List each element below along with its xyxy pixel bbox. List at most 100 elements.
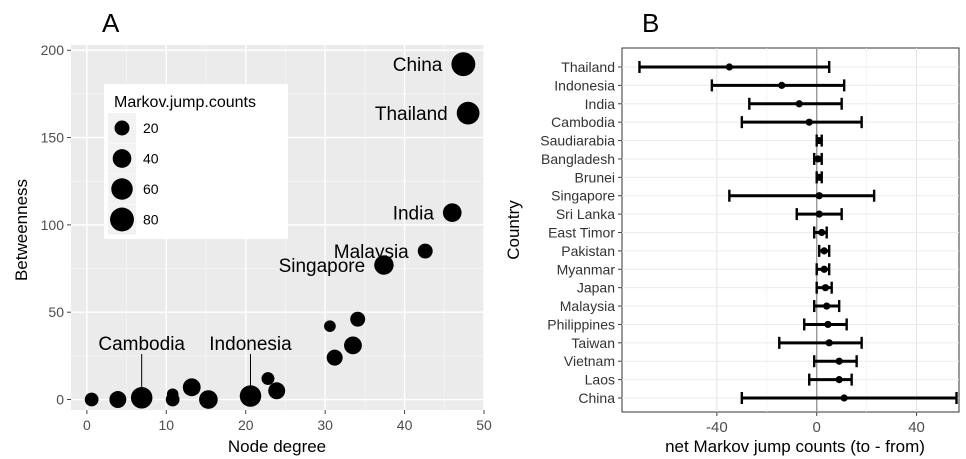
callout-label: Indonesia xyxy=(209,334,292,355)
panel-b-y-tick-label: Taiwan xyxy=(571,335,615,351)
scatter-point xyxy=(350,311,366,327)
panel-a-axes: 0 10 20 30 40 50 0 50 100 150 200 xyxy=(41,42,492,433)
panel-b-axes: -40 0 40 Thailand Indonesia India Cambodia Saud… xyxy=(540,59,925,436)
size-legend-key xyxy=(114,120,130,136)
panel-b-y-tick-label: Indonesia xyxy=(554,77,615,93)
panel-b-x-tick-label: 40 xyxy=(908,419,925,436)
size-legend-key xyxy=(110,207,134,232)
panel-a-y-tick-label: 50 xyxy=(48,304,64,320)
panel-b-errorbars: -40 0 40 Thailand Indonesia India Cambodia Saud… xyxy=(504,47,960,456)
size-legend-key xyxy=(111,178,133,200)
panel-b-y-tick-label: China xyxy=(578,390,615,406)
errorbar-estimate-point xyxy=(835,357,843,365)
size-legend-key xyxy=(112,149,132,168)
errorbar-estimate-point xyxy=(805,118,813,126)
scatter-point xyxy=(130,387,153,409)
panel-b-y-tick-label: Saudiarabia xyxy=(540,133,615,149)
scatter-point xyxy=(374,255,394,275)
size-legend-label: 60 xyxy=(143,181,159,197)
panel-a-y-tick-label: 200 xyxy=(41,42,65,58)
errorbar-estimate-point xyxy=(778,81,786,89)
scatter-point xyxy=(182,378,201,397)
errorbar-estimate-point xyxy=(725,63,733,71)
panel-a-x-tick-label: 50 xyxy=(476,417,492,433)
panel-b-label: B xyxy=(642,8,659,38)
panel-a-label: A xyxy=(102,8,120,38)
panel-a-x-tick-label: 10 xyxy=(159,417,175,433)
scatter-point xyxy=(239,385,262,407)
point-label: Singapore xyxy=(279,256,366,277)
panel-b-y-tick-label: East Timor xyxy=(548,225,615,241)
errorbar-estimate-point xyxy=(815,210,823,218)
size-legend-label: 40 xyxy=(143,151,159,167)
scatter-point xyxy=(84,392,99,407)
panel-b-y-tick-label: India xyxy=(585,96,616,112)
panel-a-y-tick-label: 150 xyxy=(41,130,65,146)
panel-a-callouts: Cambodia Indonesia xyxy=(98,334,292,388)
panel-a-y-tick-label: 0 xyxy=(56,392,64,408)
point-label: India xyxy=(393,204,435,225)
panel-b-bars xyxy=(638,61,958,404)
scatter-point xyxy=(109,391,127,408)
errorbar-estimate-point xyxy=(820,265,828,273)
panel-b-y-tick-label: Philippines xyxy=(547,316,615,332)
panel-b-x-tick-label: -40 xyxy=(706,419,728,436)
size-legend: Markov.jump.counts 20 40 60 80 xyxy=(104,84,288,239)
scatter-point xyxy=(451,52,476,77)
errorbar-estimate-point xyxy=(814,155,822,163)
point-label: China xyxy=(393,55,443,76)
errorbar-estimate-point xyxy=(815,192,823,200)
panel-b-y-tick-label: Pakistan xyxy=(561,243,615,259)
panel-b-y-tick-label: Laos xyxy=(585,372,615,388)
errorbar-estimate-point xyxy=(815,136,823,145)
scatter-point xyxy=(199,390,218,409)
panel-b-y-tick-label: Japan xyxy=(577,280,615,296)
panel-a-x-axis-title: Node degree xyxy=(228,437,326,456)
scatter-point xyxy=(442,203,462,222)
panel-a-x-tick-label: 30 xyxy=(317,417,333,433)
scatter-point xyxy=(268,382,286,400)
panel-b-y-tick-label: Bangladesh xyxy=(541,151,615,167)
callout-label: Cambodia xyxy=(98,334,185,355)
panel-b-y-tick-label: Vietnam xyxy=(564,353,615,369)
panel-b-y-axis-title: Country xyxy=(504,200,523,260)
point-label: Malaysia xyxy=(334,242,409,263)
panel-b-x-tick-label: 0 xyxy=(813,419,821,436)
errorbar-estimate-point xyxy=(820,247,828,255)
errorbar-estimate-point xyxy=(835,376,843,384)
errorbar-estimate-point xyxy=(815,173,823,181)
scatter-point xyxy=(165,392,180,407)
errorbar-estimate-point xyxy=(818,228,826,237)
panel-b-y-tick-label: Singapore xyxy=(551,188,615,204)
errorbar-estimate-point xyxy=(823,302,831,310)
panel-a-x-tick-label: 20 xyxy=(238,417,254,433)
panel-b-y-tick-label: Sri Lanka xyxy=(556,206,615,222)
scatter-point xyxy=(324,320,336,333)
scatter-point xyxy=(326,349,343,366)
panel-b-y-tick-label: Brunei xyxy=(575,169,615,185)
size-legend-label: 80 xyxy=(143,212,159,228)
errorbar-estimate-point xyxy=(821,284,830,292)
errorbar-estimate-point xyxy=(825,339,833,347)
scatter-point xyxy=(456,101,480,125)
panel-a-x-tick-label: 40 xyxy=(397,417,413,433)
size-legend-label: 20 xyxy=(143,120,159,136)
errorbar-estimate-point xyxy=(840,394,848,402)
panel-a-y-axis-title: Betweenness xyxy=(12,179,31,281)
errorbar-estimate-point xyxy=(824,320,832,329)
scatter-point xyxy=(261,372,275,386)
panel-b-background xyxy=(621,47,960,413)
point-label: Thailand xyxy=(375,104,448,125)
panel-b-y-tick-label: Cambodia xyxy=(551,114,615,130)
errorbar-estimate-point xyxy=(795,100,803,108)
panel-a-y-tick-label: 100 xyxy=(41,217,65,233)
panel-a-x-tick-label: 0 xyxy=(83,417,91,433)
panel-b-y-tick-label: Thailand xyxy=(561,59,615,75)
panel-b-y-tick-label: Myanmar xyxy=(557,261,616,277)
panel-b-x-axis-title: net Markov jump counts (to - from) xyxy=(665,437,925,456)
scatter-point xyxy=(417,243,433,259)
scatter-point xyxy=(344,336,362,355)
size-legend-title: Markov.jump.counts xyxy=(114,94,256,111)
